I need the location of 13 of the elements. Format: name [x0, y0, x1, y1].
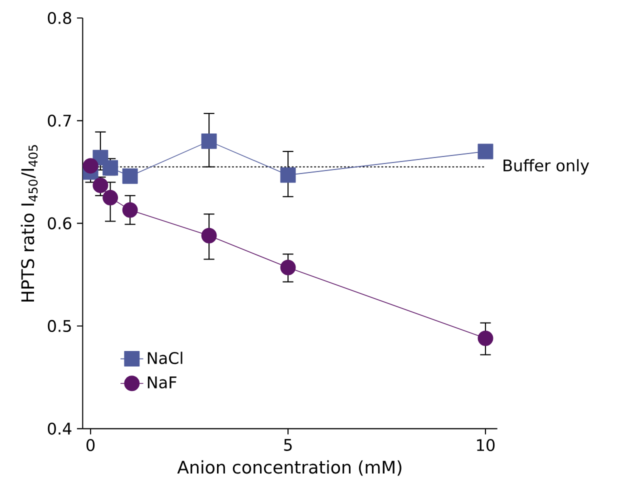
y-tick-label: 0.5	[48, 320, 71, 332]
y-tick-label: 0.4	[48, 422, 72, 435]
legend-label: NaCl	[148, 352, 182, 364]
x-axis-title: Anion concentration (mM)	[177, 460, 402, 476]
x-tick-label: 10	[477, 439, 495, 452]
y-tick-label: 0.8	[48, 12, 72, 24]
x-tick-label: 0	[86, 439, 95, 452]
legend-label: NaF	[148, 376, 176, 388]
y-tick-label: 0.7	[48, 114, 71, 127]
ref-line-label: Buffer only	[504, 159, 590, 175]
y-axis-title: HPTS ratio I$_{450}$/I$_{405}$	[20, 145, 38, 302]
y-tick-label: 0.6	[48, 217, 72, 230]
x-tick-label: 5	[284, 439, 292, 451]
